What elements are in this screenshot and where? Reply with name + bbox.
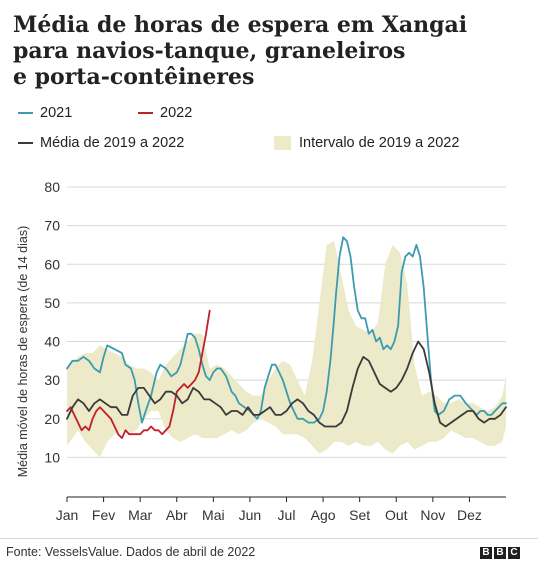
legend-item-average: Média de 2019 a 2022 — [18, 135, 184, 151]
legend-swatch-2021 — [18, 111, 33, 115]
y-tick-label-10: 10 — [44, 449, 60, 465]
legend-label-2022: 2022 — [160, 105, 193, 121]
y-tick-label-20: 20 — [44, 411, 60, 427]
y-tick-label-50: 50 — [44, 295, 60, 311]
y-axis-title: Média móvel de horas de espera (de 14 di… — [16, 226, 30, 478]
y-tick-label-70: 70 — [44, 218, 60, 234]
legend-label-average: Média de 2019 a 2022 — [40, 135, 185, 151]
x-tick-label-Jan: Jan — [56, 507, 79, 523]
x-tick-label-Abr: Abr — [166, 507, 188, 523]
y-tick-label-60: 60 — [44, 256, 60, 272]
chart-title: Média de horas de espera em Xangai para … — [13, 12, 513, 90]
legend-swatch-2022 — [138, 111, 153, 115]
x-tick-label-Dez: Dez — [457, 507, 482, 523]
legend-label-2021: 2021 — [40, 105, 73, 121]
series-average-line — [66, 340, 507, 428]
x-tick-label-Jul: Jul — [278, 507, 296, 523]
range-band-area — [67, 241, 506, 458]
bbc-logo-letter-1: B — [480, 547, 492, 559]
legend-item-2021: 2021 — [18, 105, 72, 121]
legend-item-2022: 2022 — [138, 105, 192, 121]
x-tick-label-Jun: Jun — [239, 507, 262, 523]
chart-title-line-1: Média de horas de espera em Xangai — [13, 12, 468, 38]
legend-label-range: Intervalo de 2019 a 2022 — [299, 135, 460, 151]
legend-item-range: Intervalo de 2019 a 2022 — [274, 135, 459, 151]
legend-swatch-average — [18, 141, 33, 145]
chart-legend: 2021 2022 Média de 2019 a 2022 Intervalo… — [18, 105, 528, 165]
x-tick-label-Set: Set — [349, 507, 370, 523]
line-chart: 10 20 30 40 50 60 70 80 Jan Fev Mar Abr Mai Jun Jul Ago… — [16, 179, 507, 523]
x-tick-label-Nov: Nov — [420, 507, 445, 523]
x-tick-label-Ago: Ago — [311, 507, 336, 523]
y-tick-label-40: 40 — [44, 334, 60, 350]
bbc-logo-letter-2: B — [494, 547, 506, 559]
x-tick-label-Out: Out — [385, 507, 408, 523]
legend-swatch-range — [274, 136, 291, 150]
footer: Fonte: VesselsValue. Dados de abril de 2… — [0, 538, 538, 568]
y-tick-label-80: 80 — [44, 179, 60, 195]
chart-area: 10 20 30 40 50 60 70 80 Jan Fev Mar Abr Mai Jun Jul Ago… — [0, 170, 538, 530]
chart-title-line-2: para navios-tanque, graneleiros — [13, 38, 406, 64]
x-tick-label-Mar: Mar — [128, 507, 152, 523]
source-note: Fonte: VesselsValue. Dados de abril de 2… — [6, 545, 256, 559]
chart-title-line-3: e porta-contêineres — [13, 64, 255, 90]
y-tick-label-30: 30 — [44, 372, 60, 388]
bbc-logo-letter-3: C — [508, 547, 520, 559]
x-tick-label-Fev: Fev — [92, 507, 115, 523]
bbc-logo: B B C — [480, 547, 520, 559]
x-tick-label-Mai: Mai — [202, 507, 225, 523]
series-2022-line — [66, 309, 211, 439]
